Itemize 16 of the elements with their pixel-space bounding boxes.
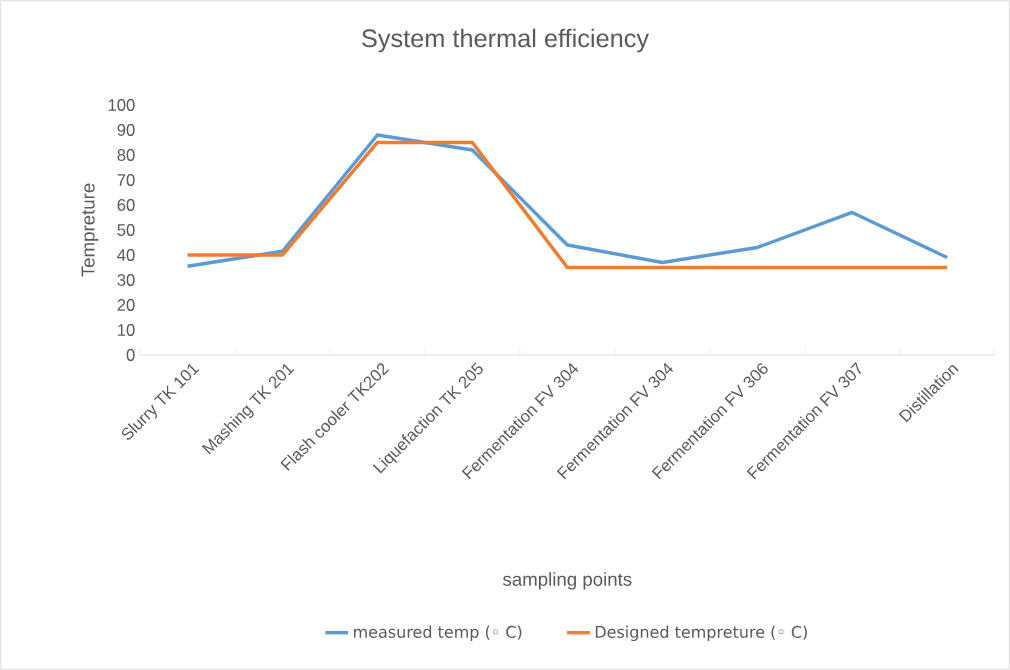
- y-axis-title: Tempreture: [81, 183, 99, 277]
- y-tick-label: 50: [117, 224, 135, 236]
- y-tick-label: 100: [108, 99, 135, 111]
- x-axis-title: sampling points: [503, 572, 632, 590]
- y-tick-label: 20: [117, 299, 135, 311]
- y-tick-label: 30: [117, 274, 135, 286]
- legend-label: Designed tempreture (◦ C): [595, 625, 807, 642]
- y-tick-label: 0: [126, 349, 135, 361]
- y-tick-label: 10: [118, 324, 135, 336]
- y-tick-label: 40: [117, 249, 135, 261]
- y-tick-label: 80: [117, 149, 135, 161]
- y-tick-label: 70: [117, 174, 135, 186]
- y-tick-label: 60: [117, 199, 135, 211]
- chart-title: System thermal efficiency: [362, 28, 650, 53]
- y-tick-label: 90: [117, 124, 135, 136]
- legend-label: measured temp (◦ C): [354, 625, 522, 642]
